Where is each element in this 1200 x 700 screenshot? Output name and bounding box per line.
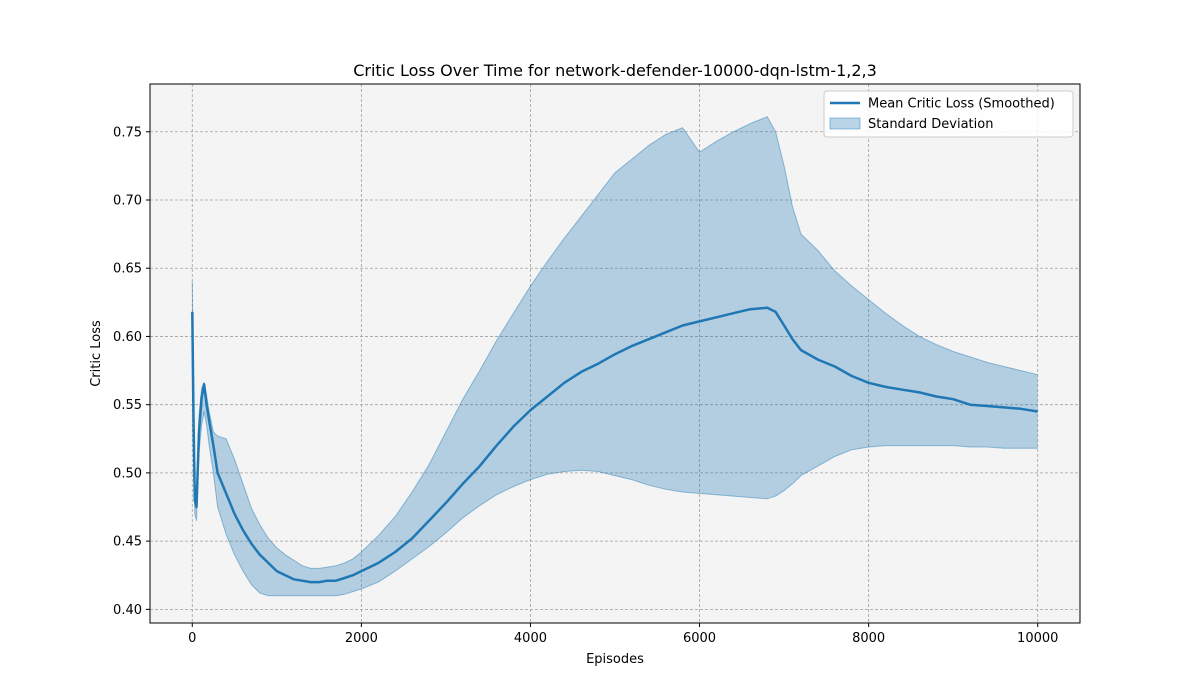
std-deviation-band — [192, 116, 1038, 596]
y-tick-label: 0.65 — [113, 262, 142, 277]
std-upper-edge — [191, 116, 1038, 569]
x-tick-label: 6000 — [683, 631, 716, 646]
y-tick-label: 0.45 — [113, 535, 142, 550]
y-tick-label: 0.60 — [113, 330, 142, 345]
x-tick-label: 4000 — [514, 631, 547, 646]
x-tick-label: 8000 — [852, 631, 885, 646]
y-tick-label: 0.40 — [113, 603, 142, 618]
x-tick-label: 2000 — [345, 631, 378, 646]
plot-frame — [149, 83, 1081, 624]
std-lower-edge — [191, 336, 1038, 597]
legend-box — [823, 90, 1074, 138]
legend: Mean Critic Loss (Smoothed) Standard Dev… — [823, 90, 1074, 138]
y-tick-label: 0.75 — [113, 125, 142, 140]
chart-title: Critic Loss Over Time for network-defend… — [353, 61, 877, 80]
y-tick-label: 0.50 — [113, 466, 142, 481]
axis-ticks: 0 2000 4000 6000 8000 10000 0.40 0.45 0.50 0.55 0.… — [113, 125, 1058, 646]
legend-label-std: Standard Deviation — [868, 117, 993, 132]
grid-lines — [150, 84, 1080, 623]
legend-swatch-std — [829, 117, 861, 130]
x-tick-label: 0 — [188, 631, 196, 646]
x-tick-label: 10000 — [1017, 631, 1058, 646]
mean-critic-loss-line — [191, 306, 1038, 584]
y-tick-label: 0.70 — [113, 193, 142, 208]
x-axis-label: Episodes — [586, 652, 644, 667]
legend-label-mean: Mean Critic Loss (Smoothed) — [868, 97, 1055, 112]
y-axis-label: Critic Loss — [89, 320, 104, 387]
y-tick-label: 0.55 — [113, 398, 142, 413]
